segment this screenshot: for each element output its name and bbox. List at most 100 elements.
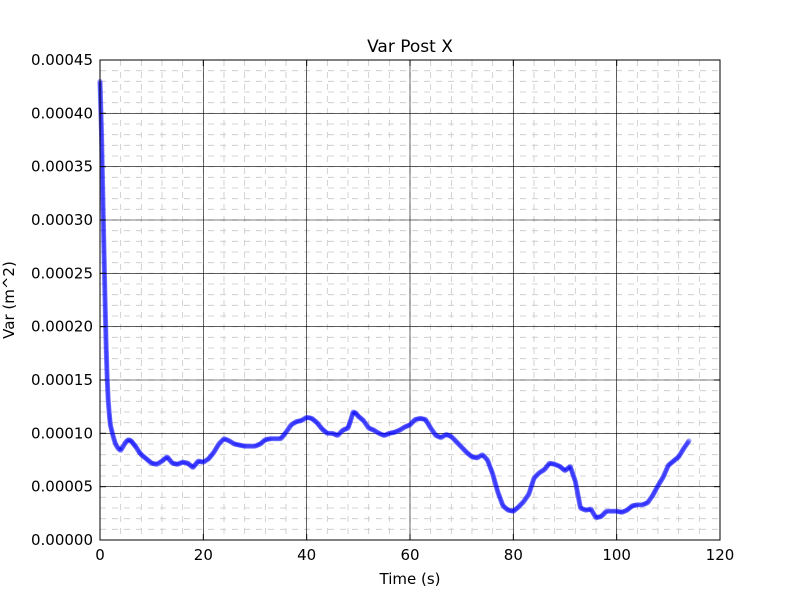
- data-point: [102, 304, 108, 310]
- data-point: [554, 462, 560, 468]
- data-point: [675, 454, 681, 461]
- data-point: [380, 432, 386, 438]
- data-point: [620, 509, 626, 515]
- data-point: [403, 423, 409, 430]
- data-point: [308, 415, 314, 421]
- data-point: [356, 414, 362, 420]
- data-point: [213, 446, 219, 452]
- data-point: [487, 464, 493, 470]
- data-point: [608, 508, 615, 514]
- data-point: [369, 426, 375, 432]
- data-point: [267, 436, 274, 442]
- data-point: [244, 443, 250, 449]
- data-point: [657, 478, 664, 484]
- data-point: [101, 230, 107, 236]
- data-point: [477, 453, 483, 459]
- data-point: [180, 459, 186, 465]
- data-point: [533, 473, 539, 479]
- data-point: [370, 427, 376, 433]
- data-point: [339, 428, 345, 434]
- data-point: [191, 463, 198, 469]
- data-point: [103, 333, 109, 339]
- data-point: [606, 508, 612, 514]
- data-point: [487, 465, 494, 471]
- data-point: [106, 412, 113, 418]
- data-point: [474, 455, 480, 461]
- data-point: [465, 451, 472, 457]
- data-point: [101, 256, 107, 262]
- data-point: [494, 485, 500, 491]
- data-point: [563, 467, 569, 473]
- data-point: [201, 458, 207, 465]
- data-point: [317, 423, 323, 429]
- data-point: [342, 426, 348, 432]
- data-point: [216, 441, 222, 447]
- data-point: [520, 499, 526, 506]
- data-point: [378, 431, 384, 437]
- data-point: [605, 508, 611, 514]
- data-point: [208, 452, 215, 458]
- data-point: [295, 418, 301, 424]
- data-point: [293, 419, 299, 425]
- data-point: [641, 501, 648, 507]
- data-point: [577, 501, 583, 507]
- data-point: [390, 429, 397, 436]
- data-point: [101, 263, 107, 270]
- data-point: [666, 462, 672, 468]
- data-point: [249, 443, 256, 449]
- data-point: [550, 461, 556, 467]
- data-point: [660, 474, 666, 480]
- data-point: [303, 415, 309, 421]
- data-point: [166, 456, 172, 463]
- data-point: [382, 432, 388, 438]
- data-point: [406, 422, 412, 428]
- data-point: [539, 468, 545, 474]
- data-point: [100, 210, 106, 216]
- data-point: [522, 496, 528, 503]
- data-point: [113, 442, 119, 448]
- data-point: [161, 457, 167, 463]
- data-point: [102, 302, 108, 308]
- data-point: [102, 285, 108, 292]
- data-point: [147, 459, 153, 465]
- data-point: [480, 452, 486, 459]
- data-point: [241, 443, 247, 449]
- data-point: [102, 289, 108, 295]
- data-point: [569, 470, 576, 476]
- data-point: [483, 455, 489, 461]
- data-point: [143, 456, 150, 462]
- data-point: [151, 461, 157, 467]
- data-point: [101, 266, 107, 272]
- data-point: [102, 278, 108, 284]
- data-point: [100, 227, 107, 233]
- data-point: [178, 460, 184, 466]
- data-point: [136, 448, 142, 455]
- data-point: [467, 452, 473, 458]
- data-point: [102, 298, 108, 305]
- data-point: [583, 507, 589, 513]
- data-point: [102, 291, 108, 297]
- data-point: [651, 489, 658, 495]
- data-point: [100, 219, 106, 225]
- data-point: [468, 453, 474, 459]
- data-point: [530, 477, 536, 484]
- data-point: [100, 186, 106, 192]
- data-point: [368, 426, 374, 432]
- data-point: [100, 213, 106, 219]
- data-point: [118, 447, 124, 453]
- data-point: [99, 179, 106, 185]
- data-point: [190, 464, 196, 471]
- data-point: [102, 306, 108, 312]
- data-point: [294, 418, 300, 424]
- data-point: [112, 438, 118, 445]
- data-point: [97, 97, 104, 103]
- data-point: [651, 490, 657, 496]
- data-point: [671, 457, 677, 463]
- data-point: [645, 499, 652, 505]
- data-point: [443, 431, 449, 437]
- data-point: [639, 502, 646, 508]
- data-point: [536, 470, 542, 476]
- data-point: [365, 424, 371, 430]
- data-point: [362, 420, 368, 426]
- data-point: [573, 481, 579, 487]
